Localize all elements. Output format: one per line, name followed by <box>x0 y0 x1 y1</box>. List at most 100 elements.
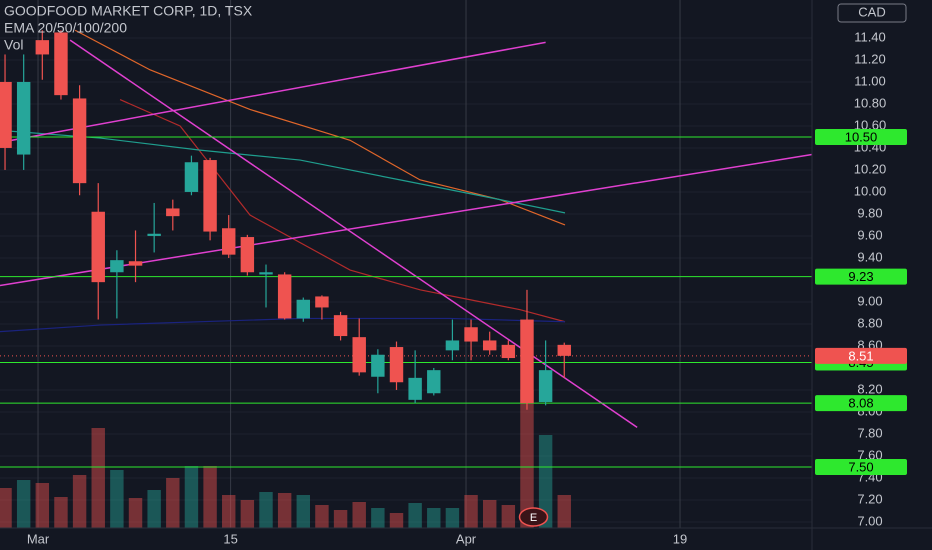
y-tick-label: 11.20 <box>854 51 886 66</box>
volume-bar <box>557 495 571 528</box>
candle-body <box>222 228 236 255</box>
y-tick-label: 9.80 <box>857 205 882 220</box>
volume-bar <box>482 500 497 528</box>
y-tick-label: 10.60 <box>854 117 887 132</box>
volume-bar <box>445 508 460 528</box>
candle-body <box>482 340 497 351</box>
candle-body <box>128 261 143 266</box>
volume-bar <box>277 493 292 528</box>
candle-body <box>35 40 50 55</box>
y-tick-label: 8.20 <box>857 381 882 396</box>
event-label: E <box>530 512 537 524</box>
y-tick-label: 7.20 <box>857 491 882 506</box>
candle-body <box>72 98 87 184</box>
volume-bar <box>259 492 273 528</box>
candle-body <box>445 340 460 351</box>
trend-line <box>0 41 546 144</box>
volume-bar <box>128 498 143 528</box>
candle-body <box>427 370 441 394</box>
volume-bar <box>72 475 87 528</box>
event-marker[interactable] <box>518 507 549 527</box>
candle-body <box>315 296 329 308</box>
y-tick-label: 10.80 <box>854 95 887 110</box>
chart-title: GOODFOOD MARKET CORP, 1D, TSX <box>4 3 253 19</box>
candle-body <box>16 81 31 155</box>
candle-body <box>277 274 292 319</box>
volume-bar <box>501 505 516 528</box>
volume-bar <box>184 466 199 528</box>
volume-bar <box>91 428 105 528</box>
candle-body <box>333 315 348 337</box>
currency-box[interactable] <box>837 3 907 23</box>
level-label: 9.23 <box>848 269 873 284</box>
y-tick-label: 10.20 <box>854 161 887 176</box>
x-tick-label: Apr <box>456 531 477 546</box>
candle-body <box>389 347 404 383</box>
volume-bar <box>203 466 217 528</box>
x-tick-label: 15 <box>223 531 237 546</box>
volume-bar <box>333 510 348 528</box>
candle-body <box>184 162 199 192</box>
level-label: 7.50 <box>848 459 873 474</box>
y-tick-label: 9.40 <box>857 249 882 264</box>
y-tick-label: 7.00 <box>857 513 882 528</box>
volume-bar <box>371 508 385 528</box>
y-tick-label: 10.00 <box>854 183 887 198</box>
x-tick-label: 19 <box>673 531 687 546</box>
y-tick-label: 11.40 <box>854 29 886 44</box>
candle-body <box>296 299 310 319</box>
volume-bar <box>222 495 236 528</box>
volume-bar <box>538 435 553 528</box>
volume-bar <box>427 508 441 528</box>
volume-bar <box>54 497 68 528</box>
candle-body <box>371 354 385 377</box>
last-price-label: 8.51 <box>848 348 873 363</box>
x-tick-label: Mar <box>27 531 50 546</box>
candle-body <box>54 32 68 96</box>
y-tick-label: 11.00 <box>854 73 886 88</box>
candle-body <box>464 327 478 342</box>
level-tag <box>815 395 907 412</box>
volume-bar <box>240 500 255 528</box>
volume-bar <box>464 495 478 528</box>
candle-body <box>259 272 273 275</box>
volume-bar <box>0 488 12 528</box>
candle-body <box>538 370 553 403</box>
ema-line <box>119 99 566 323</box>
volume-bar <box>352 502 366 528</box>
volume-bar <box>315 505 329 528</box>
indicator-label: EMA 20/50/100/200 <box>4 20 127 36</box>
level-tag <box>815 128 907 145</box>
candle-body <box>501 344 516 359</box>
candle-body <box>166 208 180 217</box>
candle-body <box>147 233 161 236</box>
volume-bar <box>16 480 31 528</box>
candle-body <box>203 160 217 232</box>
volume-bar <box>520 390 534 528</box>
volume-label: Vol <box>4 37 23 53</box>
y-tick-label: 8.80 <box>857 315 882 330</box>
level-label: 8.08 <box>848 396 873 411</box>
last-price-tag <box>815 347 907 364</box>
y-tick-label: 7.80 <box>857 425 882 440</box>
candle-body <box>352 337 366 373</box>
level-label: 10.50 <box>845 129 878 144</box>
volume-bar <box>408 503 422 528</box>
y-tick-label: 9.00 <box>857 293 882 308</box>
candle-body <box>408 377 422 400</box>
candle-body <box>91 211 105 283</box>
y-tick-label: 7.60 <box>857 447 882 462</box>
candle-body <box>520 319 534 404</box>
candle-body <box>110 260 124 273</box>
level-tag <box>815 458 907 475</box>
volume-bar <box>35 483 50 528</box>
volume-bar <box>147 490 161 528</box>
currency: CAD <box>858 4 885 19</box>
candle-body <box>240 237 255 273</box>
volume-bar <box>110 470 124 528</box>
candle-body <box>0 81 12 148</box>
volume-bar <box>296 495 310 528</box>
volume-bar <box>389 513 404 528</box>
y-tick-label: 9.60 <box>857 227 882 242</box>
